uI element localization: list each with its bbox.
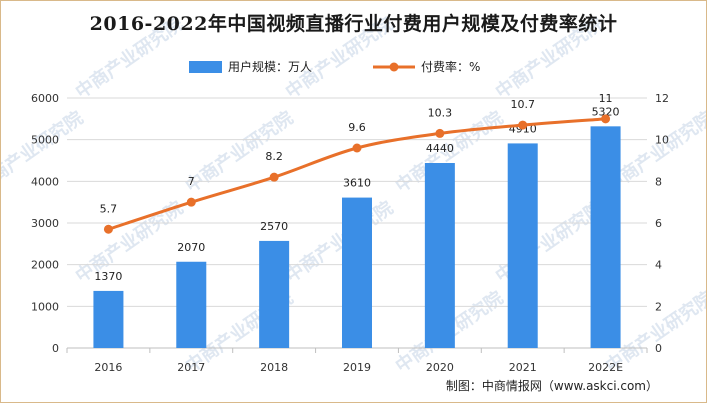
bar bbox=[507, 143, 538, 348]
bar bbox=[259, 240, 290, 348]
bar-value-label: 4440 bbox=[426, 142, 454, 155]
bar-value-label: 5320 bbox=[592, 105, 620, 118]
legend-line-label: 付费率：% bbox=[421, 59, 480, 74]
y-left-tick-label: 1000 bbox=[31, 300, 59, 313]
rate-point bbox=[352, 143, 362, 153]
rate-value-label: 7 bbox=[188, 175, 195, 188]
y-right-tick-label: 6 bbox=[655, 217, 662, 230]
rate-point bbox=[518, 120, 528, 130]
y-right-tick-label: 4 bbox=[655, 259, 662, 272]
y-right-tick-label: 10 bbox=[655, 134, 669, 147]
bar-value-label: 3610 bbox=[343, 177, 371, 190]
rate-point bbox=[435, 128, 445, 138]
rate-point bbox=[103, 224, 113, 234]
y-left-tick-label: 4000 bbox=[31, 175, 59, 188]
x-tick-label: 2019 bbox=[343, 361, 371, 374]
x-tick-label: 2018 bbox=[260, 361, 288, 374]
rate-value-label: 11 bbox=[599, 92, 613, 105]
legend-line-marker bbox=[389, 62, 399, 72]
y-left-tick-label: 0 bbox=[52, 342, 59, 355]
bar-value-label: 2570 bbox=[260, 220, 288, 233]
bar bbox=[342, 197, 372, 348]
x-tick-label: 2020 bbox=[426, 361, 454, 374]
legend-bar-swatch bbox=[189, 61, 222, 73]
bar-value-label: 2070 bbox=[177, 241, 205, 254]
legend-bar-label: 用户规模：万人 bbox=[228, 59, 312, 74]
x-tick-label: 2021 bbox=[509, 361, 537, 374]
bar bbox=[590, 126, 621, 348]
y-left-tick-label: 6000 bbox=[31, 92, 59, 105]
rate-point bbox=[601, 114, 611, 124]
bar bbox=[176, 261, 207, 348]
y-right-tick-label: 8 bbox=[655, 175, 662, 188]
x-tick-label: 2016 bbox=[94, 361, 122, 374]
y-right-tick-label: 2 bbox=[655, 300, 662, 313]
y-right-tick-label: 12 bbox=[655, 92, 669, 105]
bar bbox=[424, 163, 455, 348]
rate-value-label: 5.7 bbox=[100, 202, 118, 215]
y-left-tick-label: 2000 bbox=[31, 259, 59, 272]
bar bbox=[93, 290, 124, 348]
bar-value-label: 1370 bbox=[94, 270, 122, 283]
watermark-text: 中商产业研究院 bbox=[281, 197, 397, 287]
y-right-tick-label: 0 bbox=[655, 342, 662, 355]
rate-value-label: 8.2 bbox=[265, 150, 283, 163]
rate-value-label: 10.3 bbox=[428, 106, 453, 119]
rate-point bbox=[269, 172, 279, 182]
chart-title: 2016-2022年中国视频直播行业付费用户规模及付费率统计 bbox=[89, 13, 618, 35]
x-tick-label: 2017 bbox=[177, 361, 205, 374]
x-tick-label: 2022E bbox=[588, 361, 623, 374]
y-left-tick-label: 5000 bbox=[31, 134, 59, 147]
y-left-tick-label: 3000 bbox=[31, 217, 59, 230]
rate-value-label: 10.7 bbox=[510, 98, 535, 111]
rate-point bbox=[186, 197, 196, 207]
source-note: 制图：中商情报网（www.askci.com） bbox=[445, 379, 658, 393]
rate-value-label: 9.6 bbox=[348, 121, 366, 134]
